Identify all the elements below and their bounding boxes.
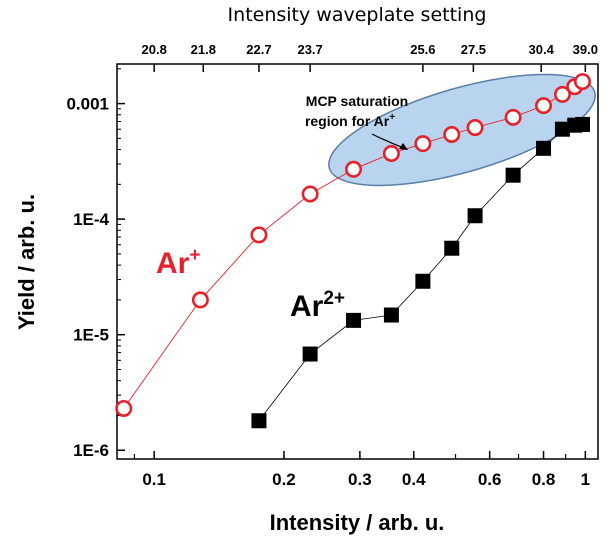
ar-plus-point-9 bbox=[504, 108, 522, 126]
top-tick-label-3: 23.7 bbox=[297, 42, 322, 57]
top-axis-title: Intensity waveplate setting bbox=[228, 4, 487, 26]
ar-2plus-point-8 bbox=[536, 140, 552, 156]
series-label-ar-plus: Ar+ bbox=[156, 245, 200, 280]
y-axis-title: Yield / arb. u. bbox=[14, 194, 39, 330]
x-tick-label-6: 1 bbox=[581, 470, 590, 489]
top-tick-label-0: 20.8 bbox=[142, 42, 167, 57]
ar-plus-point-4 bbox=[345, 160, 363, 178]
series-label-ar-2plus-sup: 2+ bbox=[323, 288, 345, 309]
top-tick-label-7: 39.0 bbox=[573, 42, 598, 57]
top-tick-label-4: 25.6 bbox=[410, 42, 435, 57]
ar-plus-point-11 bbox=[553, 85, 571, 103]
ar-plus-point-7 bbox=[443, 125, 461, 143]
y-tick-label-2: 1E-5 bbox=[73, 326, 109, 345]
ar-2plus-point-11 bbox=[575, 116, 591, 132]
top-tick-label-6: 30.4 bbox=[529, 42, 555, 57]
x-tick-label-0: 0.1 bbox=[142, 470, 166, 489]
annotation-line2: region for Ar+ bbox=[305, 112, 395, 129]
annotation-line2-main: region for Ar bbox=[305, 113, 390, 129]
ar-2plus-point-6 bbox=[467, 208, 483, 224]
ar-2plus-point-5 bbox=[444, 240, 460, 256]
ar-plus-point-0 bbox=[115, 399, 133, 417]
top-tick-label-1: 21.8 bbox=[191, 42, 216, 57]
top-tick-label-2: 22.7 bbox=[246, 42, 271, 57]
ar-2plus-point-7 bbox=[505, 167, 521, 183]
series-markers bbox=[115, 73, 592, 429]
ar-plus-point-8 bbox=[466, 119, 484, 137]
top-tick-label-5: 27.5 bbox=[461, 42, 486, 57]
series-label-ar-plus-sup: + bbox=[189, 245, 200, 266]
x-tick-label-4: 0.6 bbox=[478, 470, 502, 489]
ar-plus-point-6 bbox=[414, 135, 432, 153]
axis-ticks: 0.1 0.2 0.3 0.4 0.6 0.8 1 0.001 1E-4 1E-5 1E-6 20.8… bbox=[66, 42, 598, 489]
ar-2plus-point-1 bbox=[302, 346, 318, 362]
y-tick-label-3: 1E-6 bbox=[73, 441, 109, 460]
annotation-arrowhead bbox=[399, 143, 408, 150]
x-axis-title: Intensity / arb. u. bbox=[270, 510, 445, 535]
ar-plus-point-10 bbox=[535, 97, 553, 115]
x-tick-label-2: 0.3 bbox=[348, 470, 372, 489]
ar-2plus-point-2 bbox=[346, 312, 362, 328]
x-tick-label-1: 0.2 bbox=[272, 470, 296, 489]
plot-frame bbox=[116, 63, 599, 460]
annotation-line2-sup: + bbox=[389, 112, 395, 123]
y-tick-label-0: 0.001 bbox=[66, 95, 109, 114]
series-label-ar-2plus-main: Ar bbox=[290, 290, 324, 323]
ar-2plus-point-9 bbox=[554, 121, 570, 137]
ar-2plus-point-0 bbox=[251, 413, 267, 429]
ar-plus-point-2 bbox=[250, 226, 268, 244]
ar-plus-point-5 bbox=[382, 144, 400, 162]
x-tick-label-5: 0.8 bbox=[532, 470, 556, 489]
ar-plus-point-1 bbox=[191, 291, 209, 309]
series-label-ar-2plus: Ar2+ bbox=[290, 288, 345, 323]
series-label-ar-plus-main: Ar bbox=[156, 247, 190, 280]
ar-2plus-point-3 bbox=[383, 307, 399, 323]
ar-2plus-point-4 bbox=[415, 273, 431, 289]
annotation-line1: MCP saturation bbox=[306, 93, 408, 109]
y-tick-label-1: 1E-4 bbox=[73, 210, 109, 229]
ar-plus-point-13 bbox=[574, 73, 592, 91]
x-tick-label-3: 0.4 bbox=[402, 470, 426, 489]
ar-plus-point-3 bbox=[301, 185, 319, 203]
